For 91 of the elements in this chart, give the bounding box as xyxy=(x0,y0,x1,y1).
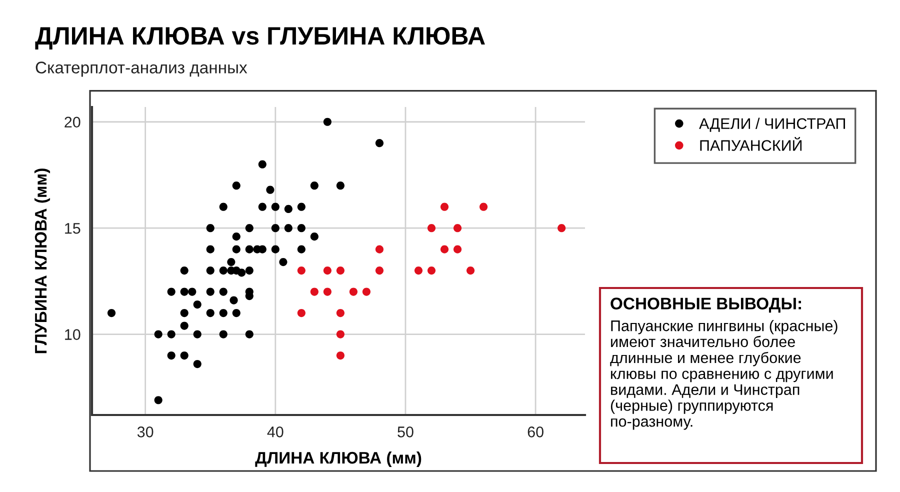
point xyxy=(180,266,188,275)
point xyxy=(271,245,280,254)
point xyxy=(219,288,228,296)
y-tick-label: 20 xyxy=(64,116,80,128)
point xyxy=(232,182,240,190)
point xyxy=(453,245,462,254)
point xyxy=(427,266,436,275)
point xyxy=(440,202,449,211)
point xyxy=(284,204,292,214)
point xyxy=(230,296,238,304)
point xyxy=(271,202,280,211)
point xyxy=(323,288,332,296)
point xyxy=(297,224,306,232)
point xyxy=(297,266,306,275)
point xyxy=(180,288,188,296)
point xyxy=(375,245,384,254)
point xyxy=(427,224,436,232)
point xyxy=(227,258,236,266)
point xyxy=(336,308,344,318)
point xyxy=(440,245,449,254)
point xyxy=(362,288,371,296)
point xyxy=(336,182,344,190)
point xyxy=(167,351,176,360)
point xyxy=(453,224,462,232)
point xyxy=(154,396,162,404)
point xyxy=(323,118,332,126)
point xyxy=(232,308,240,318)
x-tick-label: 30 xyxy=(137,426,154,438)
point xyxy=(466,266,475,275)
point xyxy=(297,202,306,211)
point xyxy=(193,360,202,368)
point xyxy=(245,245,254,254)
point xyxy=(167,330,176,338)
point xyxy=(206,288,214,296)
point xyxy=(414,266,423,275)
point xyxy=(258,202,266,211)
point xyxy=(336,330,344,338)
point xyxy=(238,268,246,277)
point xyxy=(349,288,358,296)
point xyxy=(180,351,188,360)
point xyxy=(193,300,202,309)
point xyxy=(206,245,214,254)
point xyxy=(206,224,214,232)
text: Папуанские пингвины (красные) имеют значительно более длинные и менее глубокие клювы по сравнению с другими видами. Адели и Чинстрап (черные) группируются по-разному. xyxy=(610,320,838,430)
point xyxy=(258,160,266,168)
point xyxy=(219,330,228,338)
point xyxy=(375,139,384,148)
point xyxy=(279,258,288,266)
text: ОСНОВНЫЕ ВЫВОДЫ: xyxy=(610,298,801,313)
point xyxy=(284,224,292,232)
point xyxy=(219,308,228,318)
legend-label: ПАПУАНСКИЙ xyxy=(700,136,802,151)
point xyxy=(167,288,176,296)
point xyxy=(336,351,344,360)
point xyxy=(180,322,188,330)
point xyxy=(206,308,214,318)
x-tick-label: 60 xyxy=(528,426,544,438)
point xyxy=(245,224,254,232)
point xyxy=(107,308,116,318)
x-tick-label: 40 xyxy=(267,426,284,438)
y-tick-label: 15 xyxy=(65,223,80,234)
point xyxy=(154,330,162,338)
point xyxy=(297,245,306,254)
y-tick-label: 10 xyxy=(65,329,80,340)
point xyxy=(271,224,280,232)
x-axis-title: ДЛИНА КЛЮВА (мм) xyxy=(255,451,422,467)
point xyxy=(310,288,318,296)
point xyxy=(245,330,254,338)
point xyxy=(245,266,254,275)
point xyxy=(188,288,196,296)
point xyxy=(479,202,488,211)
point xyxy=(310,182,318,190)
point xyxy=(336,266,344,275)
point xyxy=(193,330,202,338)
point xyxy=(323,266,332,275)
x-tick-label: 50 xyxy=(398,426,414,438)
point xyxy=(310,232,318,241)
point xyxy=(219,202,228,211)
point xyxy=(232,232,240,241)
chart-title: ДЛИНА КЛЮВА vs ГЛУБИНА КЛЮВА xyxy=(35,27,485,50)
point xyxy=(375,266,384,275)
point xyxy=(266,186,274,194)
point xyxy=(558,224,566,232)
legend-label: АДЕЛИ / ЧИНСТРАП xyxy=(699,118,845,132)
chart-subtitle: Скатерплот-анализ данных xyxy=(36,62,248,77)
point xyxy=(219,266,228,275)
point xyxy=(180,308,188,318)
point xyxy=(206,266,214,275)
y-axis-title: ГЛУБИНА КЛЮВА (мм) xyxy=(34,168,50,354)
point xyxy=(232,245,240,254)
point xyxy=(297,308,306,318)
